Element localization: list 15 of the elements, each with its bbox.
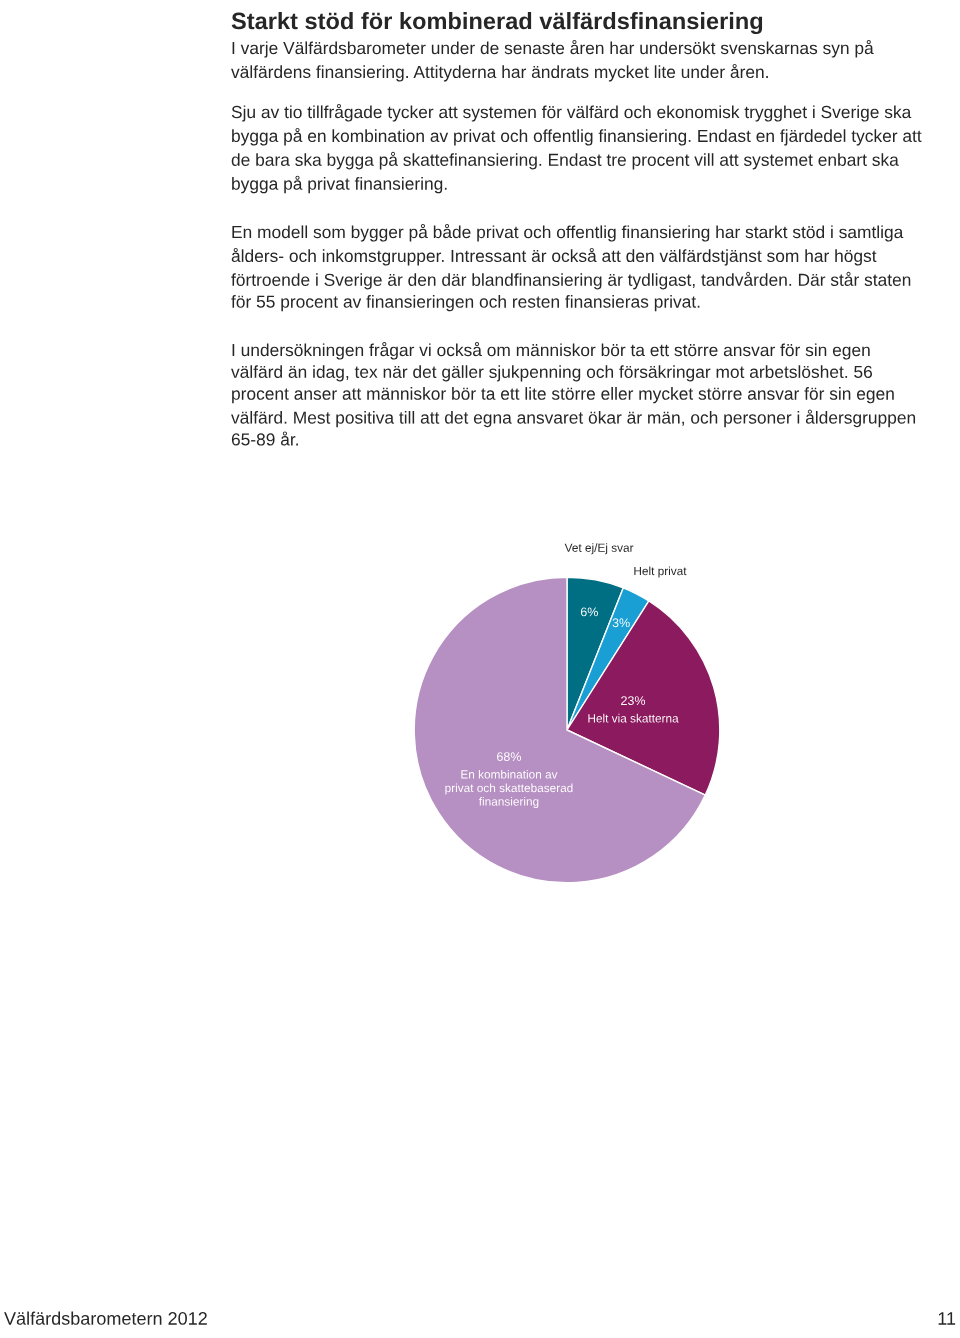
data-label: 23% <box>621 696 646 705</box>
chart-title: Starkt stöd för kombinerad välfärdsfinansiering <box>231 12 763 35</box>
data-label: 68% <box>497 752 522 762</box>
slice-label: Helt via skatterna <box>588 713 679 723</box>
text: I undersökningen frågar vi också om människor bör ta ett större ansvar för sin egen välfärd än idag, tex när det gäller sjukpenning och försäkringar mot arbetslöshet. 56 procent anser att människor bör ta ett lite större eller mycket större ansvar för sin egen välfärd. Mest positiva till att det egna ansvaret ökar är män, och personer i åldersgruppen 65-89 år. <box>231 342 916 446</box>
slice-label: Helt privat <box>634 566 687 578</box>
data-label: 6% <box>580 607 598 617</box>
text: 11 <box>938 1312 956 1325</box>
data-label: 3% <box>612 618 630 628</box>
text: Sju av tio tillfrågade tycker att systemen för välfärd och ekonomisk trygghet i Sverige ska bygga på en kombination av privat och offentlig finansiering. Endast en fjärdedel tycker att de bara ska bygga på skattefinansiering. Endast tre procent vill att systemet enbart ska bygga på privat finansiering. <box>231 104 922 194</box>
slice-label: En kombination av privat och skattebaserad finansiering <box>445 769 573 809</box>
text: I varje Välfärdsbarometer under de senaste åren har undersökt svenskarnas syn på välfärdens finansiering. Attityderna har ändrats mycket lite under åren. <box>231 40 874 82</box>
slice-label: Vet ej/Ej svar <box>564 543 634 555</box>
text: Välfärdsbarometern 2012 <box>4 1311 207 1325</box>
text: En modell som bygger på både privat och offentlig finansiering har starkt stöd i samtliga ålders- och inkomstgrupper. Intressant är också att den välfärdstjänst som har högst förtroende i Sverige är den där blandfinansiering är tydligast, tandvården. Där står staten för 55 procent av finansieringen och resten finansieras privat. <box>231 224 911 312</box>
